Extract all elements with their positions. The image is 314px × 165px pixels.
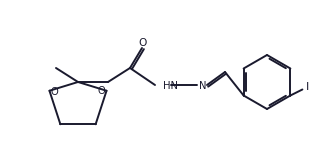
Text: HN: HN (163, 81, 178, 91)
Text: O: O (139, 38, 147, 48)
Text: O: O (98, 86, 106, 96)
Text: N: N (199, 81, 207, 91)
Text: I: I (306, 82, 309, 93)
Text: O: O (51, 87, 58, 97)
